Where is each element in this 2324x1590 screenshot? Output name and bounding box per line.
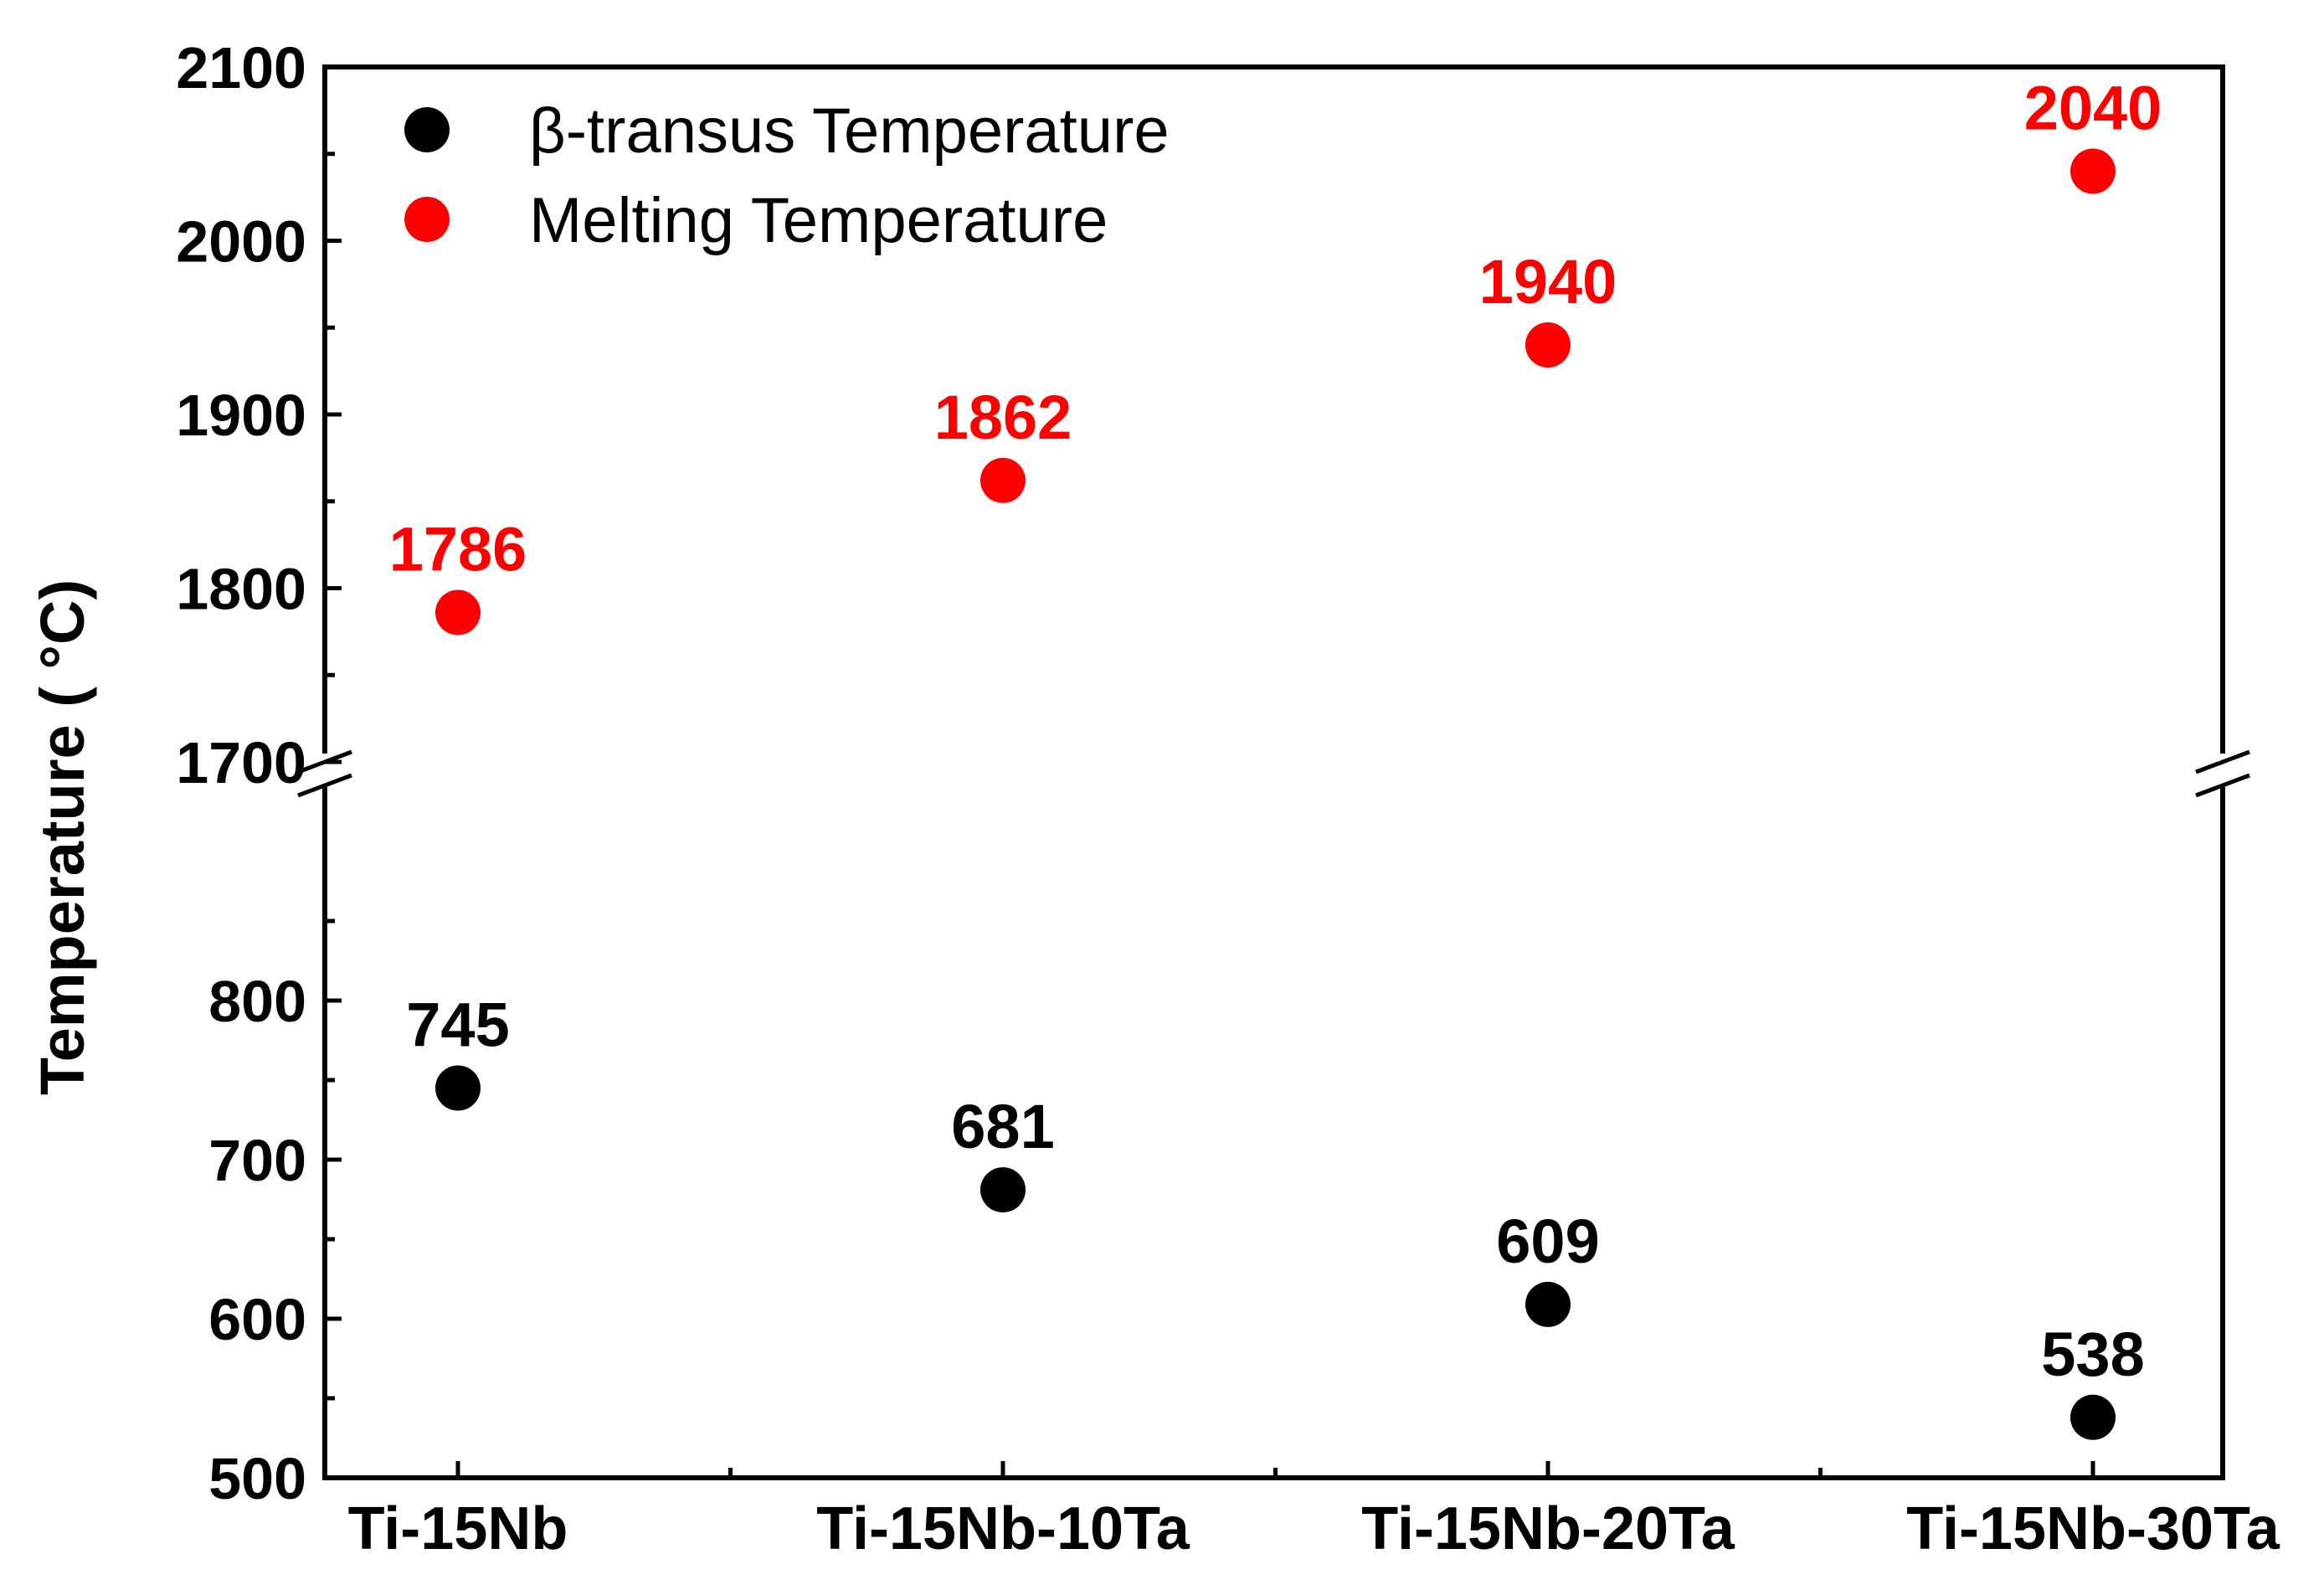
axis-break-mark <box>2195 749 2250 774</box>
y-tick-label: 1700 <box>176 730 306 795</box>
axis-break-mark <box>2195 773 2250 798</box>
data-label: 1862 <box>934 383 1072 452</box>
x-tick-label: Ti-15Nb <box>348 1495 568 1562</box>
y-tick-label: 2100 <box>176 35 306 100</box>
y-tick-label: 600 <box>208 1287 306 1352</box>
legend-label: β-transus Temperature <box>529 95 1170 167</box>
y-axis-title: Temperature ( °C) <box>28 579 97 1095</box>
y-tick-label: 500 <box>208 1446 306 1511</box>
data-label: 2040 <box>2024 74 2162 143</box>
marks: 745 681 609 538 1786 1862 1940 2040 <box>389 74 2162 1440</box>
legend-marker <box>404 197 450 242</box>
data-label: 681 <box>951 1092 1054 1161</box>
data-label: 1940 <box>1479 247 1617 316</box>
data-point <box>980 457 1026 503</box>
data-point <box>1525 322 1571 368</box>
y-tick-label: 2000 <box>176 209 306 275</box>
y-tick-label: 1800 <box>176 557 306 622</box>
y-tick-label: 700 <box>208 1128 306 1193</box>
legend-marker <box>404 107 450 152</box>
legend-label: Melting Temperature <box>529 185 1108 256</box>
axes <box>297 64 2250 1480</box>
data-label: 538 <box>2041 1320 2144 1389</box>
data-point <box>1525 1281 1571 1327</box>
data-label: 609 <box>1496 1207 1599 1276</box>
y-tick-label: 1900 <box>176 383 306 448</box>
legend: β-transus Temperature Melting Temperature <box>404 95 1170 256</box>
data-point <box>2070 1394 2116 1440</box>
x-tick-label: Ti-15Nb-10Ta <box>816 1495 1190 1562</box>
data-label: 745 <box>406 991 509 1060</box>
data-label: 1786 <box>389 515 527 584</box>
data-point <box>435 589 481 635</box>
data-point <box>435 1065 481 1111</box>
ticks: 1700 1800 1900 2000 2100 500 600 700 800 Ti-15Nb T… <box>176 35 2280 1562</box>
x-tick-label: Ti-15Nb-20Ta <box>1361 1495 1735 1562</box>
x-tick-label: Ti-15Nb-30Ta <box>1906 1495 2280 1562</box>
data-point <box>980 1167 1026 1213</box>
axis-break-mark <box>297 773 352 798</box>
data-point <box>2070 148 2116 194</box>
y-tick-label: 800 <box>208 969 306 1034</box>
